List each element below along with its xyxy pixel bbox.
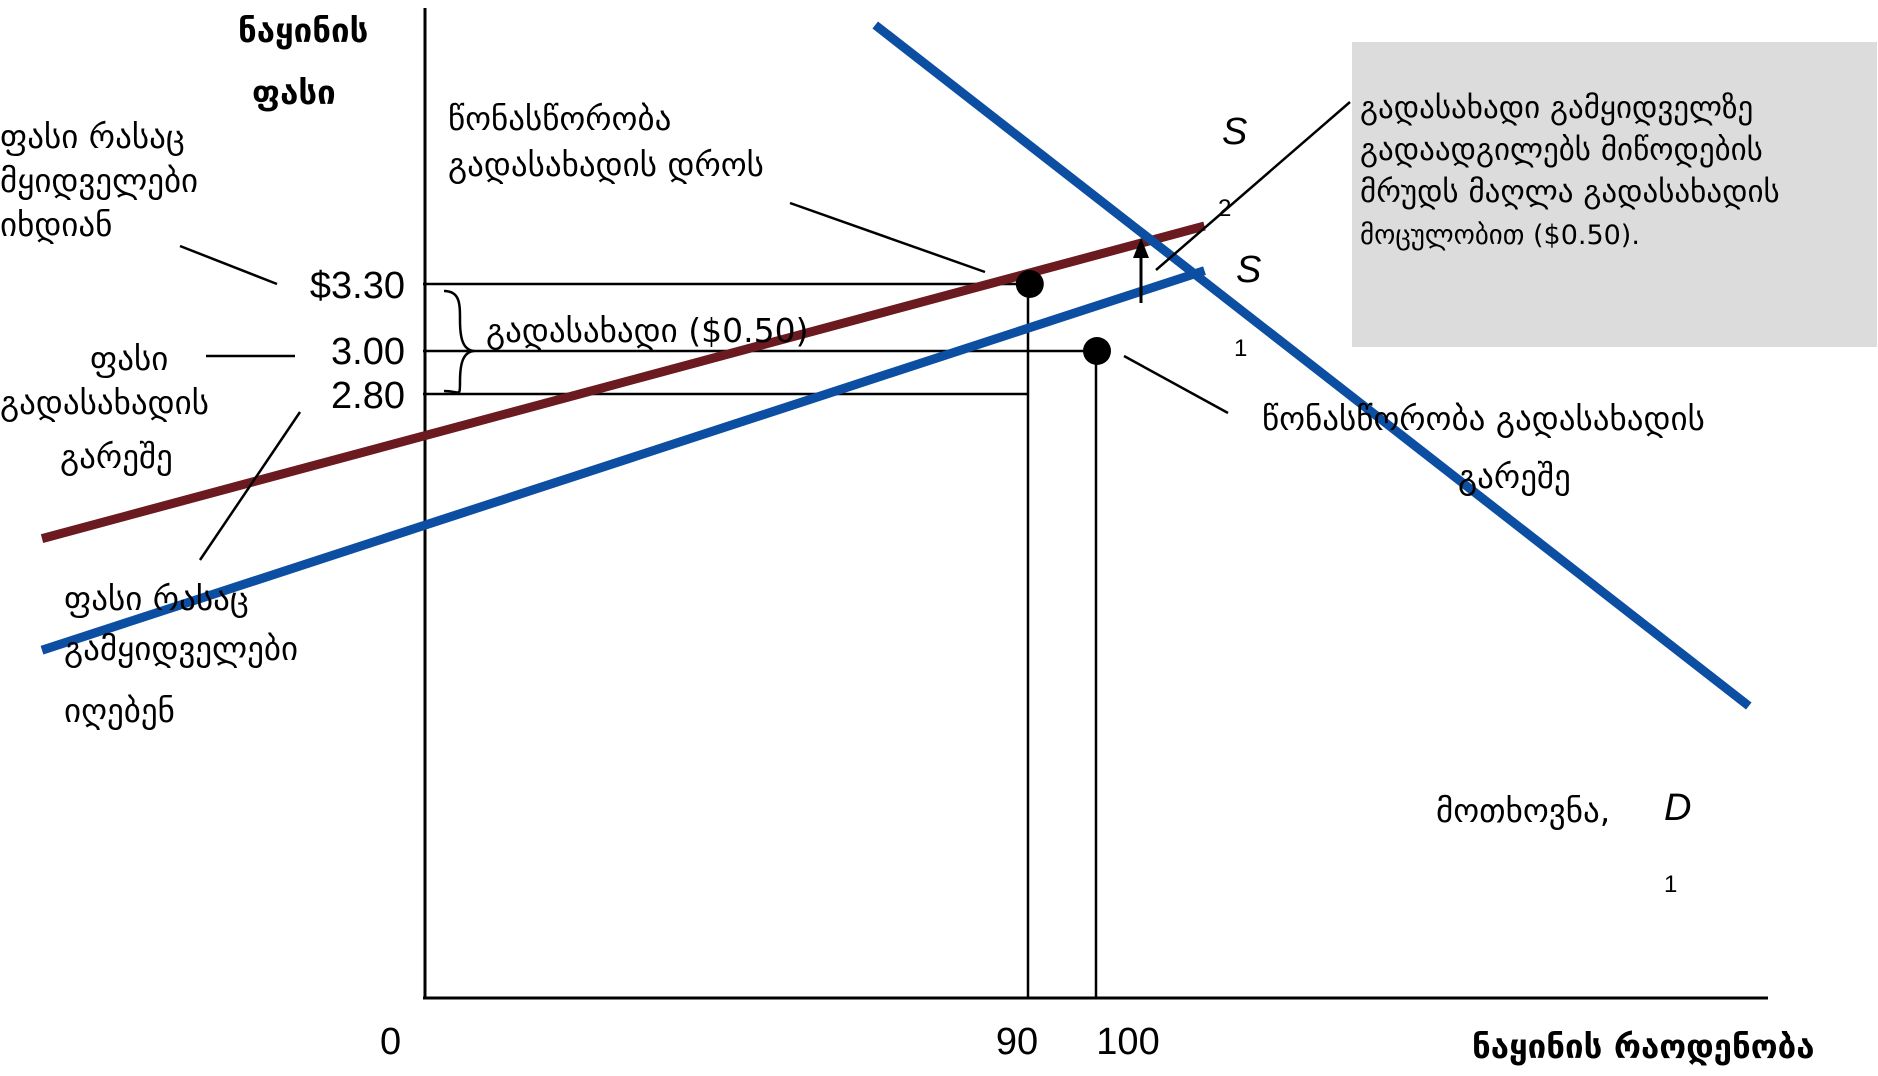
sellers-receive-line-1: ფასი რასაც	[64, 579, 249, 618]
s2-label: S	[1222, 111, 1247, 153]
shift-arrow-head	[1133, 238, 1149, 258]
equilibrium-point-without-tax	[1083, 337, 1111, 365]
s1-subscript: 1	[1234, 335, 1247, 362]
y-axis-title-line-2: ფასი	[252, 73, 336, 112]
price-no-tax-line-3: გარეშე	[60, 437, 173, 476]
buyers-pay-line-2: მყიდველები	[0, 161, 198, 200]
y-axis-title-line-1: ნაყინის	[238, 11, 368, 50]
buyers-pay-line-3: იხდიან	[0, 205, 112, 244]
s1-label: S	[1236, 249, 1261, 291]
x-axis-title: ნაყინის რაოდენობა	[1472, 1027, 1814, 1066]
eq-with-tax-pointer	[789, 201, 986, 274]
demand-curve-d1	[872, 21, 1752, 710]
note-line-4: მოცულობით ($0.50).	[1360, 220, 1640, 251]
y-tick-label-3-30: $3.30	[310, 265, 405, 307]
demand-subscript: 1	[1664, 871, 1677, 898]
y-tick-label-3-00: 3.00	[331, 331, 405, 373]
sellers-receive-line-2: გამყიდველები	[64, 629, 298, 668]
x-tick-label-90: 90	[996, 1021, 1038, 1063]
demand-label-prefix: მოთხოვნა,	[1436, 791, 1610, 830]
supply-curve-s2	[40, 221, 1206, 543]
y-tick-label-2-80: 2.80	[331, 375, 405, 417]
buyers-pay-line-1: ფასი რასაც	[0, 117, 185, 156]
equilibrium-point-with-tax	[1015, 270, 1044, 298]
note-line-3: მრუდს მაღლა გადასახადის	[1360, 174, 1780, 210]
note-line-2: გადაადგილებს მიწოდების	[1360, 132, 1763, 168]
tax-label: გადასახადი ($0.50)	[486, 311, 808, 350]
s2-subscript: 2	[1218, 195, 1231, 222]
note-pointer	[1155, 101, 1351, 271]
eq-without-tax-pointer	[1123, 354, 1229, 415]
origin-label: 0	[380, 1021, 401, 1063]
eq-with-tax-label-line-2: გადასახადის დროს	[448, 145, 764, 184]
price-no-tax-line-1: ფასი	[90, 339, 168, 378]
eq-without-tax-label-line-2: გარეშე	[1458, 457, 1571, 496]
sellers-receive-line-3: იღებენ	[64, 691, 175, 730]
eq-without-tax-label-line-1: წონასწორობა გადასახადის	[1262, 399, 1705, 438]
note-line-1: გადასახადი გამყიდველზე	[1360, 90, 1753, 126]
sellers-receive-pointer	[198, 411, 302, 561]
demand-label-letter: D	[1664, 787, 1691, 829]
buyers-pay-pointer	[179, 244, 278, 286]
price-no-tax-line-2: გადასახადის	[0, 383, 209, 422]
note-box	[1352, 42, 1877, 347]
tax-brace	[443, 289, 475, 394]
x-tick-label-100: 100	[1096, 1021, 1159, 1063]
eq-with-tax-label-line-1: წონასწორობა	[448, 99, 671, 138]
supply-curve-s1	[40, 266, 1206, 655]
